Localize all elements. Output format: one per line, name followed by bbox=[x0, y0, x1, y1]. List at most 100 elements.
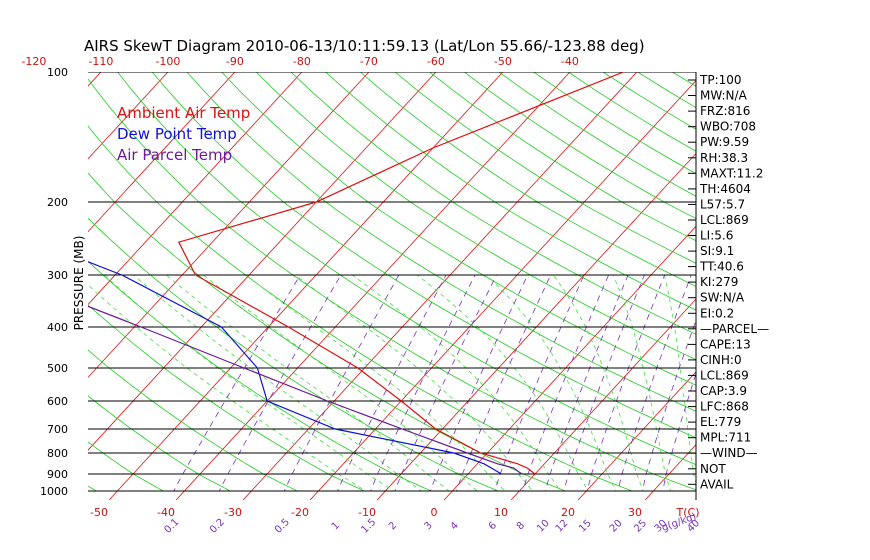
mixing-ratio-tick-label: 4 bbox=[449, 520, 461, 532]
pressure-tick-label: 400 bbox=[47, 321, 68, 334]
mixing-ratio-tick-label: 3 bbox=[422, 520, 434, 532]
index-value: TH:4604 bbox=[699, 182, 751, 196]
mixing-ratio-tick-label: 20 bbox=[608, 518, 625, 535]
mixing-ratio-tick-label: 10 bbox=[535, 518, 552, 535]
isotherm-line bbox=[88, 72, 370, 378]
top-temp-tick-label: -60 bbox=[427, 55, 445, 68]
dry-adiabat-line bbox=[360, 72, 696, 287]
index-value: LCL:869 bbox=[700, 368, 749, 382]
index-value: LFC:868 bbox=[700, 400, 749, 414]
moist-adiabat-line bbox=[203, 274, 493, 492]
dry-adiabat-line bbox=[637, 72, 696, 109]
isotherm-line bbox=[88, 72, 437, 451]
index-value: MPL:711 bbox=[700, 431, 751, 445]
mixing-ratio-tick-label: 0.5 bbox=[273, 517, 292, 536]
index-value: EL:779 bbox=[700, 415, 741, 429]
index-value: —PARCEL— bbox=[700, 322, 769, 336]
top-temp-tick-label: -70 bbox=[360, 55, 378, 68]
index-value: LCL:869 bbox=[700, 213, 749, 227]
bottom-temp-tick-label: 10 bbox=[494, 506, 508, 519]
bottom-temp-tick-label: 20 bbox=[561, 506, 575, 519]
legend-entry: Dew Point Temp bbox=[117, 125, 237, 143]
dry-adiabat-line bbox=[88, 217, 525, 492]
bottom-temp-tick-label: -50 bbox=[90, 506, 108, 519]
index-value: CAP:3.9 bbox=[700, 384, 747, 398]
index-value: LI:5.6 bbox=[700, 229, 733, 243]
dry-adiabat-line bbox=[88, 125, 661, 492]
dry-adiabat-line bbox=[88, 78, 696, 491]
y-axis-label: PRESSURE (MB) bbox=[72, 236, 86, 331]
bottom-temp-tick-label: -30 bbox=[224, 506, 242, 519]
mixing-ratio-line bbox=[336, 274, 447, 492]
series-line-dew-point-temp bbox=[88, 261, 502, 475]
isotherm-line bbox=[846, 72, 870, 500]
pressure-tick-label: 500 bbox=[47, 362, 68, 375]
index-value: EI:0.2 bbox=[700, 306, 734, 320]
bottom-temp-tick-label: -40 bbox=[157, 506, 175, 519]
isotherm-line bbox=[644, 444, 696, 500]
index-value: MAXT:11.2 bbox=[700, 166, 763, 180]
mixing-ratio-tick-label: 8 bbox=[515, 520, 527, 532]
dry-adiabat-line bbox=[429, 72, 696, 242]
index-value: NOT bbox=[700, 462, 726, 476]
mixing-ratio-tick-label: 12 bbox=[554, 518, 571, 535]
pressure-tick-label: 1000 bbox=[40, 485, 68, 498]
dry-adiabat-line bbox=[151, 72, 696, 439]
dry-adiabat-line bbox=[394, 72, 696, 264]
series-line-ambient-air-temp bbox=[177, 72, 624, 475]
isotherm-line bbox=[88, 72, 236, 233]
pressure-tick-label: 200 bbox=[47, 196, 68, 209]
index-value: SW:N/A bbox=[700, 291, 745, 305]
mixing-ratio-line bbox=[218, 274, 342, 492]
dry-adiabat-line bbox=[88, 260, 457, 492]
top-temp-tick-label: -120 bbox=[21, 55, 46, 68]
moist-adiabat-line bbox=[245, 274, 520, 492]
mixing-ratio-line bbox=[494, 274, 585, 492]
moist-adiabat-line bbox=[664, 274, 696, 486]
index-value: MW:N/A bbox=[700, 89, 748, 103]
moist-adiabat-line bbox=[88, 284, 386, 492]
index-value: CAPE:13 bbox=[700, 337, 751, 351]
top-temp-tick-label: -40 bbox=[561, 55, 579, 68]
top-temp-tick-label: -110 bbox=[88, 55, 113, 68]
dry-adiabat-line bbox=[0, 72, 49, 491]
dry-adiabat-line bbox=[88, 395, 253, 492]
top-temp-tick-label: -100 bbox=[155, 55, 180, 68]
bottom-temp-tick-label: 0 bbox=[431, 506, 438, 519]
legend: Ambient Air Temp Dew Point Temp Air Parcel… bbox=[117, 104, 250, 164]
mixing-ratio-line bbox=[522, 274, 609, 492]
dry-adiabat-line bbox=[255, 72, 696, 361]
legend-entry: Air Parcel Temp bbox=[117, 146, 232, 164]
dry-adiabat-line bbox=[88, 304, 389, 492]
moist-adiabat-line bbox=[486, 274, 627, 492]
pressure-tick-label: 100 bbox=[47, 66, 68, 79]
bottom-temp-tick-label: -10 bbox=[358, 506, 376, 519]
mixing-ratio-line bbox=[617, 274, 692, 492]
mixing-ratio-line bbox=[544, 274, 629, 492]
mixing-ratio-tick-label: 2 bbox=[387, 520, 399, 532]
bottom-temp-tick-label: -20 bbox=[291, 506, 309, 519]
index-value: PW:9.59 bbox=[700, 135, 749, 149]
isotherm-line bbox=[443, 225, 696, 500]
top-temp-tick-label: -50 bbox=[494, 55, 512, 68]
index-value: L57:5.7 bbox=[700, 197, 745, 211]
pressure-tick-label: 300 bbox=[47, 269, 68, 282]
index-value: TT:40.6 bbox=[699, 260, 744, 274]
mixing-ratio-tick-label: 1.5 bbox=[359, 517, 378, 536]
mixing-ratio-line bbox=[586, 274, 665, 492]
mixing-ratio-line bbox=[173, 274, 301, 492]
moist-adiabat-line bbox=[553, 274, 654, 492]
mixing-ratio-tick-label: 15 bbox=[577, 518, 594, 535]
moist-adiabat-line bbox=[352, 274, 573, 492]
mixing-ratio-tick-label: 6 bbox=[487, 520, 499, 532]
isotherm-line bbox=[88, 72, 303, 306]
pressure-tick-label: 800 bbox=[47, 447, 68, 460]
index-value: WBO:708 bbox=[700, 120, 756, 134]
dry-adiabat-line bbox=[117, 72, 696, 466]
pressure-tick-label: 700 bbox=[47, 423, 68, 436]
top-temp-tick-label: -90 bbox=[226, 55, 244, 68]
dry-adiabat-line bbox=[290, 72, 696, 335]
mixing-ratio-line bbox=[370, 274, 476, 492]
